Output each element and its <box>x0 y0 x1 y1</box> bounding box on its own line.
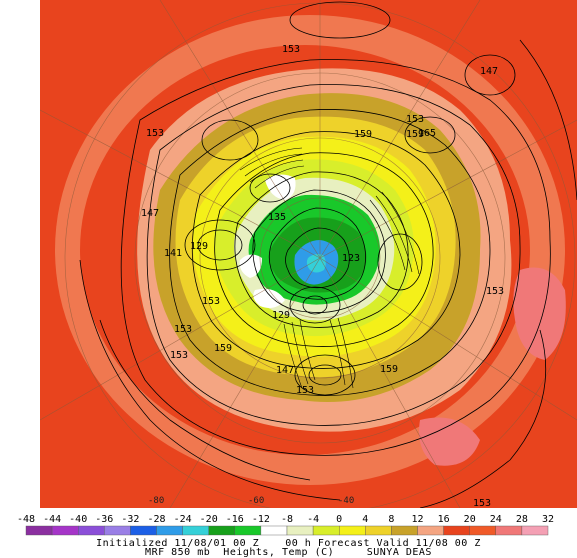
contour-label: 153 <box>296 385 314 396</box>
colorbar-swatch <box>521 525 549 536</box>
temp-region-24-a <box>513 267 566 360</box>
colorbar-tick-label: -48 <box>17 514 35 525</box>
colorbar-swatch <box>208 525 235 536</box>
contour-label: 153 <box>473 498 491 508</box>
contour-label: 147 <box>480 66 498 77</box>
longitude-label: -40 <box>338 496 354 506</box>
colorbar-swatch <box>443 525 470 536</box>
colorbar-tick-label: -36 <box>95 514 113 525</box>
height-contours <box>79 1 577 508</box>
temp-region-24-b <box>419 417 480 466</box>
colorbar-tick-label: 20 <box>464 514 476 525</box>
contour-label: 153 <box>146 128 164 139</box>
contour-label: 135 <box>268 212 286 223</box>
colorbar-swatch <box>260 525 288 536</box>
contour-label: 147 <box>141 208 159 219</box>
colorbar-swatch <box>365 525 392 536</box>
contour-label: 165 <box>418 128 436 139</box>
colorbar-swatch <box>104 525 131 536</box>
colorbar-tick-label: 4 <box>362 514 368 525</box>
colorbar-swatch <box>417 525 444 536</box>
colorbar-swatch <box>156 525 183 536</box>
contour-label: 141 <box>164 248 182 259</box>
colorbar-tick-label: 28 <box>516 514 528 525</box>
colorbar-tick-labels: -48 -44 -40 -36 -32 -28 -24 -20 -16 -12 -8 -4 0 4 8 12 1… <box>17 514 554 525</box>
colorbar-swatch <box>312 525 340 536</box>
colorbar-tick-label: -44 <box>43 514 61 525</box>
longitude-label: -80 <box>148 496 164 506</box>
colorbar-swatch <box>25 525 53 536</box>
colorbar-tick-label: -12 <box>252 514 270 525</box>
contour-label: 153 <box>282 44 300 55</box>
contour-label: 159 <box>354 129 372 140</box>
map-svg: 153 147 153 153 159 159 165 147 141 129 … <box>40 0 577 508</box>
caption-line-initialized: Initialized 11/08/01 00 Z 00 h Forecast … <box>96 538 481 549</box>
colorbar-tick-label: -4 <box>307 514 319 525</box>
weather-map: 153 147 153 153 159 159 165 147 141 129 … <box>40 0 577 508</box>
contour-label: 159 <box>380 364 398 375</box>
colorbar-swatch <box>495 525 523 536</box>
colorbar-swatch <box>391 525 418 536</box>
colorbar-tick-label: -8 <box>281 514 293 525</box>
colorbar-tick-label: 0 <box>336 514 342 525</box>
contour-label: 159 <box>406 129 424 140</box>
colorbar-swatch <box>182 525 209 536</box>
colorbar-swatch <box>339 525 366 536</box>
contour-label: 159 <box>214 343 232 354</box>
colorbar-swatch <box>130 525 157 536</box>
colorbar-tick-label: 8 <box>388 514 394 525</box>
contour-label: 153 <box>202 296 220 307</box>
colorbar-tick-label: -32 <box>121 514 139 525</box>
colorbar-swatch <box>234 525 262 536</box>
contour-label: 153 <box>486 286 504 297</box>
contour-label: 153 <box>170 350 188 361</box>
colorbar-tick-label: -20 <box>200 514 218 525</box>
dense-contours <box>239 147 420 389</box>
contour-label: 153 <box>174 324 192 335</box>
longitude-label-group: -80 -60 -40 <box>148 496 354 506</box>
caption-line-model: MRF 850 mb Heights, Temp (C) SUNYA DEAS <box>145 547 432 558</box>
colorbar-swatch <box>469 525 497 536</box>
contour-label: 129 <box>190 241 208 252</box>
colorbar-tick-label: 32 <box>542 514 554 525</box>
contour-label: 153 <box>406 114 424 125</box>
colorbar-swatch <box>77 525 105 536</box>
temp-region-minus12-c <box>253 288 285 308</box>
colorbar-svg: -48 -44 -40 -36 -32 -28 -24 -20 -16 -12 -8 -4 0 4 8 12 1… <box>17 514 554 536</box>
contour-label-group: 153 147 153 153 159 159 165 147 141 129 … <box>141 44 504 508</box>
colorbar-tick-label: -24 <box>174 514 192 525</box>
contour-label: 147 <box>276 365 294 376</box>
colorbar-tick-label: 12 <box>411 514 423 525</box>
colorbar-swatch <box>286 525 314 536</box>
colorbar-tick-label: 24 <box>490 514 502 525</box>
colorbar-tick-label: -28 <box>147 514 165 525</box>
contour-label: 123 <box>342 253 360 264</box>
lat-lon-grid <box>40 0 577 508</box>
longitude-label: -60 <box>248 496 264 506</box>
colorbar-tick-label: -40 <box>69 514 87 525</box>
colorbar-tick-label: -16 <box>226 514 244 525</box>
contour-label: 129 <box>272 310 290 321</box>
colorbar-swatch <box>51 525 79 536</box>
colorbar-tick-label: 16 <box>438 514 450 525</box>
colorbar-swatches <box>25 525 549 536</box>
map-caption: Initialized 11/08/01 00 Z 00 h Forecast … <box>0 539 577 558</box>
temperature-colorbar: -48 -44 -40 -36 -32 -28 -24 -20 -16 -12 -8 -4 0 4 8 12 1… <box>0 512 577 540</box>
